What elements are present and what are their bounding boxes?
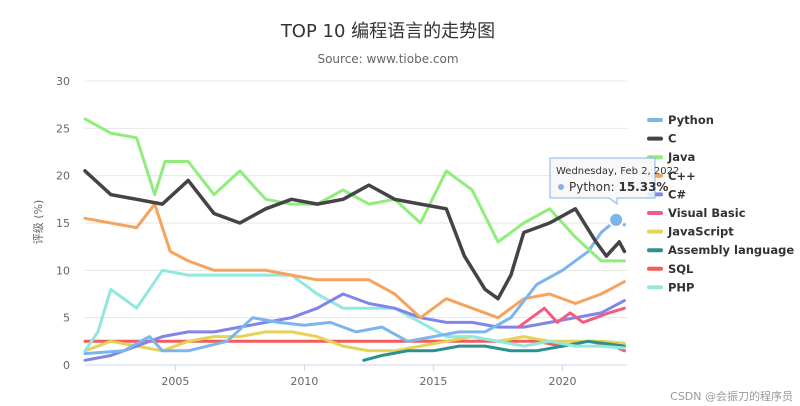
- series-line-c[interactable]: [83, 169, 627, 301]
- legend-item[interactable]: Visual Basic: [647, 206, 746, 220]
- x-tick-label: 2010: [290, 375, 318, 388]
- legend-swatch: [647, 229, 663, 234]
- series-line-assembly-language[interactable]: [362, 339, 626, 362]
- legend-label: Assembly language: [668, 243, 794, 257]
- series-line-javascript[interactable]: [83, 330, 626, 353]
- y-axis-label: 评级 (%): [32, 200, 45, 245]
- legend-label: Visual Basic: [668, 206, 746, 220]
- y-tick-label: 5: [63, 312, 70, 325]
- legend-item[interactable]: Python: [647, 113, 714, 127]
- x-tick-label: 2020: [548, 375, 576, 388]
- chart-title: TOP 10 编程语言的走势图: [280, 21, 495, 42]
- tooltip-series-dot: [558, 184, 564, 190]
- legend-item[interactable]: PHP: [647, 280, 694, 294]
- legend-item[interactable]: JavaScript: [647, 225, 734, 239]
- legend-item[interactable]: Assembly language: [647, 243, 794, 257]
- legend-swatch: [647, 118, 663, 122]
- tooltip-date: Wednesday, Feb 2, 2022: [556, 166, 679, 177]
- legend-label: SQL: [668, 262, 694, 276]
- tooltip-value: Python: 15.33%: [569, 180, 668, 194]
- x-tick-label: 2005: [161, 375, 189, 388]
- y-tick-label: 20: [56, 170, 70, 183]
- y-tick-label: 30: [56, 75, 70, 88]
- series-lines: [83, 117, 627, 362]
- legend-label: C++: [668, 169, 696, 183]
- tooltip: Wednesday, Feb 2, 2022 Python: 15.33%: [549, 157, 679, 228]
- legend-swatch: [647, 136, 663, 141]
- series-line-php[interactable]: [83, 268, 626, 353]
- series-line-c-[interactable]: [83, 292, 626, 362]
- hover-point-marker[interactable]: [608, 211, 625, 228]
- series-line-visual-basic[interactable]: [517, 306, 626, 329]
- watermark: CSDN @会振刀的程序员: [670, 389, 793, 403]
- y-tick-label: 0: [63, 359, 70, 372]
- tooltip-value-number: 15.33%: [618, 180, 668, 194]
- legend-swatch: [647, 266, 663, 271]
- series-line-c-[interactable]: [83, 202, 626, 320]
- legend[interactable]: Python C Java C++ C# Visual Basic JavaScript As…: [647, 113, 794, 294]
- y-tick-label: 15: [56, 217, 70, 230]
- legend-label: PHP: [668, 280, 694, 294]
- y-tick-label: 10: [56, 264, 70, 277]
- x-axis-ticks: 2005 2010 2015 2020: [161, 365, 576, 388]
- legend-label: Java: [667, 150, 695, 164]
- x-tick-label: 2015: [419, 375, 447, 388]
- legend-label: C#: [668, 187, 686, 201]
- y-axis-ticks: 0 5 10 15 20 25 30: [56, 75, 70, 372]
- legend-item[interactable]: C: [647, 132, 676, 146]
- series-line-java[interactable]: [83, 117, 626, 263]
- series-line-python[interactable]: [83, 218, 626, 356]
- legend-label: Python: [668, 113, 714, 127]
- tooltip-box: [549, 157, 656, 205]
- legend-item[interactable]: SQL: [647, 262, 694, 276]
- legend-swatch: [647, 248, 663, 253]
- gridlines: [85, 80, 627, 366]
- legend-label: JavaScript: [667, 225, 734, 239]
- tooltip-series-name: Python: [569, 180, 611, 194]
- legend-label: C: [668, 132, 676, 146]
- y-tick-label: 25: [56, 122, 70, 135]
- legend-swatch: [647, 285, 663, 290]
- chart-subtitle: Source: www.tiobe.com: [317, 52, 458, 66]
- legend-swatch: [647, 211, 663, 215]
